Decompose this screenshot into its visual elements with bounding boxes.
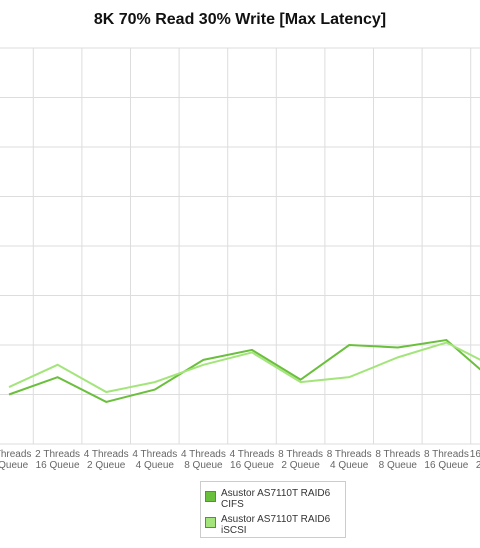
x-tick-label: 8 Threads 2 Queue [278, 449, 324, 471]
x-tick-label: 4 Threads 2 Queue [83, 449, 129, 471]
legend-swatch [205, 517, 216, 528]
x-tick-label: 4 Threads 16 Queue [229, 449, 275, 471]
legend-item: Asustor AS7110T RAID6 CIFS [205, 488, 341, 510]
legend-swatch [205, 491, 216, 502]
x-tick-label: 4 Threads 4 Queue [132, 449, 178, 471]
x-tick-label: 16 Threads 2 Queue [469, 449, 480, 471]
legend: Asustor AS7110T RAID6 CIFS Asustor AS7110… [200, 481, 346, 538]
x-tick-label: 8 Threads 16 Queue [423, 449, 469, 471]
legend-label: Asustor AS7110T RAID6 iSCSI [221, 514, 331, 536]
chart-title: 8K 70% Read 30% Write [Max Latency] [93, 11, 387, 28]
x-tick-label: 8 Threads 8 Queue [375, 449, 421, 471]
series-line [8, 338, 480, 403]
x-tick-label: 2 Threads 16 Queue [35, 449, 81, 471]
legend-item: Asustor AS7110T RAID6 iSCSI [205, 514, 341, 536]
series-line [8, 341, 480, 394]
x-tick-label: 2 Threads 8 Queue [0, 449, 32, 471]
legend-label: Asustor AS7110T RAID6 CIFS [221, 488, 331, 510]
x-tick-label: 8 Threads 4 Queue [326, 449, 372, 471]
x-tick-label: 4 Threads 8 Queue [180, 449, 226, 471]
